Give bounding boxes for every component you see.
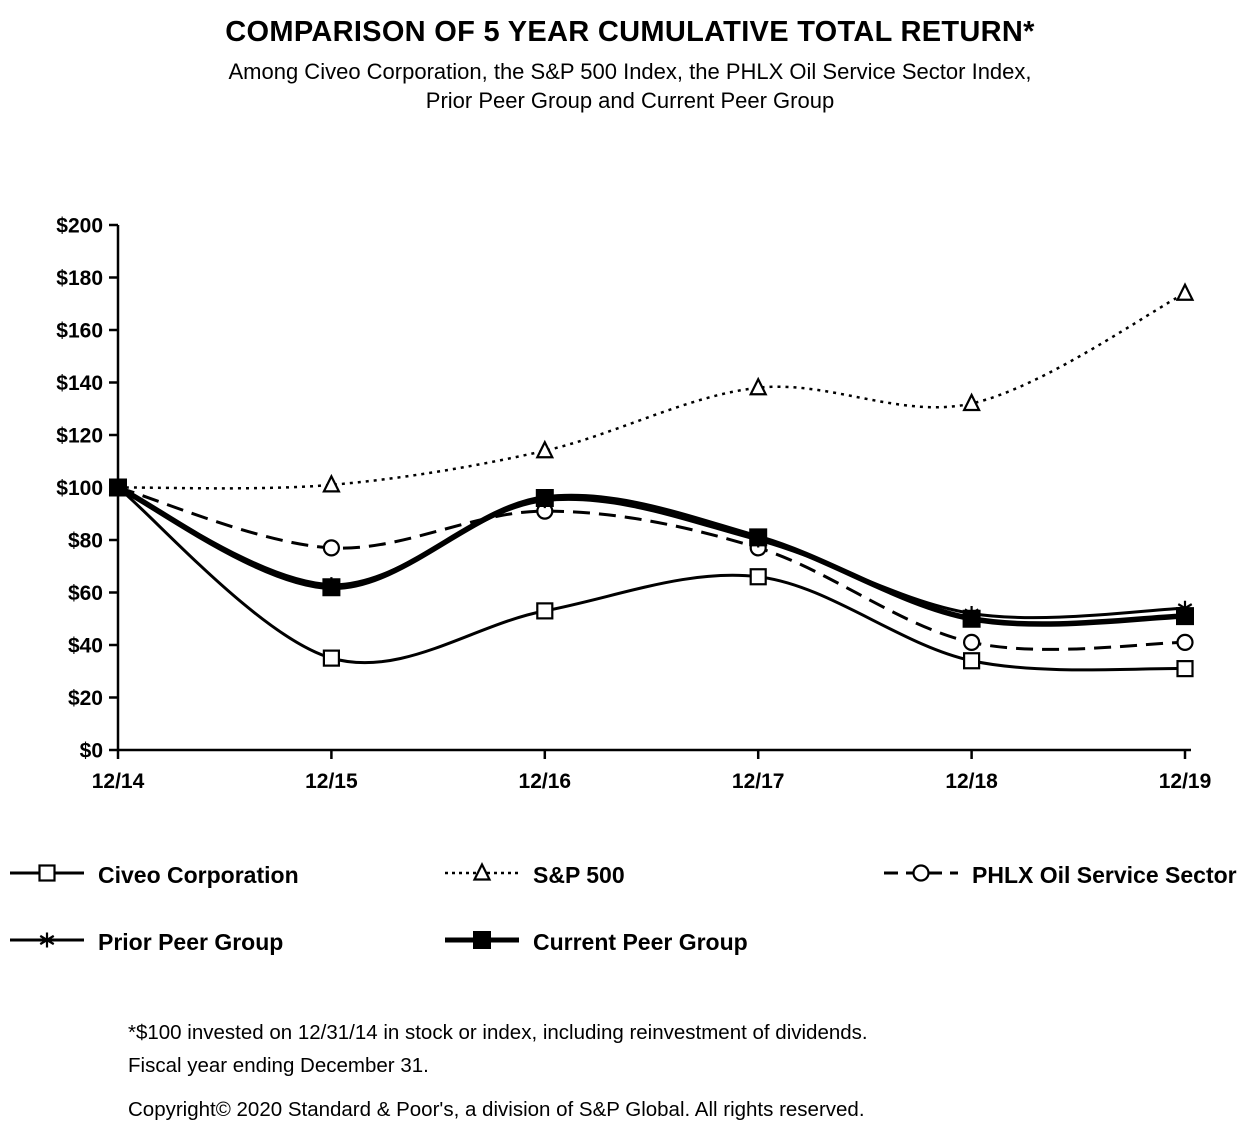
legend-item-current-peer: Current Peer Group xyxy=(443,926,748,959)
footnote-line2: Fiscal year ending December 31. xyxy=(128,1054,429,1078)
chart-footnote: *$100 invested on 12/31/14 in stock or i… xyxy=(128,1016,868,1082)
chart-subtitle-line1: Among Civeo Corporation, the S&P 500 Ind… xyxy=(228,59,1032,84)
legend-label-prior-peer: Prior Peer Group xyxy=(98,929,284,955)
legend-swatch-phlx xyxy=(882,859,960,892)
y-tick-label: $40 xyxy=(68,635,103,658)
series-markers-3 xyxy=(110,480,1193,621)
line-chart: $0 $20 $40 $60 $80 $100 $120 $140 $160 $180 $200 12… xyxy=(56,215,1212,794)
series-line-0 xyxy=(117,486,1186,672)
legend-item-sp500: S&P 500 xyxy=(443,859,625,892)
chart-legend: Civeo Corporation S&P 500 PHLX Oil Servi… xyxy=(0,845,1260,975)
chart-title: COMPARISON OF 5 YEAR CUMULATIVE TOTAL RE… xyxy=(225,16,1035,48)
y-tick-label: $60 xyxy=(68,582,103,605)
y-tick-label: $140 xyxy=(56,372,103,395)
y-tick-label: $80 xyxy=(68,530,103,553)
y-tick-label: $180 xyxy=(56,267,103,290)
chart-subtitle-line2: Prior Peer Group and Current Peer Group xyxy=(425,88,835,114)
legend-label-current-peer: Current Peer Group xyxy=(533,929,748,955)
series-markers-1 xyxy=(108,282,1195,496)
series-line-2 xyxy=(117,486,1186,651)
x-tick-label: 12/15 xyxy=(305,770,358,793)
legend-label-civeo: Civeo Corporation xyxy=(98,862,299,888)
legend-item-civeo: Civeo Corporation xyxy=(8,859,299,892)
legend-item-phlx: PHLX Oil Service Sector xyxy=(882,859,1237,892)
chart-header: COMPARISON OF 5 YEAR CUMULATIVE TOTAL RE… xyxy=(0,16,1260,115)
x-tick-label: 12/14 xyxy=(92,770,145,793)
legend-label-phlx: PHLX Oil Service Sector xyxy=(972,862,1237,888)
series-line-1 xyxy=(117,292,1186,490)
chart-subtitle: Among Civeo Corporation, the S&P 500 Ind… xyxy=(0,57,1260,115)
series-markers-4 xyxy=(109,478,1194,628)
y-tick-label: $200 xyxy=(56,215,103,238)
footnote-line1: *$100 invested on 12/31/14 in stock or i… xyxy=(128,1021,868,1044)
series-line-4 xyxy=(116,485,1186,627)
x-tick-label: 12/16 xyxy=(519,770,572,793)
legend-swatch-prior-peer xyxy=(8,926,86,959)
legend-label-sp500: S&P 500 xyxy=(533,862,625,888)
legend-item-prior-peer: Prior Peer Group xyxy=(8,926,283,959)
x-tick-label: 12/17 xyxy=(732,770,785,793)
legend-swatch-current-peer xyxy=(443,926,521,959)
y-tick-label: $160 xyxy=(56,320,103,343)
legend-swatch-sp500 xyxy=(443,859,521,892)
copyright-notice: Copyright© 2020 Standard & Poor's, a div… xyxy=(128,1098,865,1121)
x-tick-label: 12/19 xyxy=(1159,770,1212,793)
y-tick-label: $20 xyxy=(68,687,103,710)
legend-swatch-civeo xyxy=(8,859,86,892)
y-tick-label: $0 xyxy=(80,740,103,763)
x-tick-label: 12/18 xyxy=(945,770,998,793)
y-tick-label: $120 xyxy=(56,425,103,448)
y-tick-label: $100 xyxy=(56,477,103,500)
